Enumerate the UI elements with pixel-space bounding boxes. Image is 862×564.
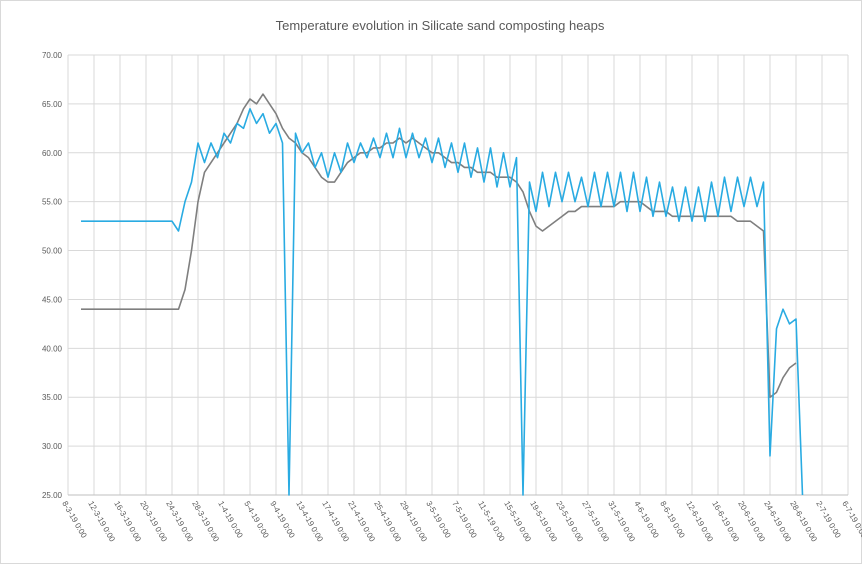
y-tick-label: 45.00 (42, 295, 63, 304)
y-tick-label: 70.00 (42, 51, 63, 60)
y-tick-label: 40.00 (42, 344, 63, 353)
y-tick-label: 35.00 (42, 393, 63, 402)
y-tick-label: 50.00 (42, 247, 63, 256)
data-line (81, 107, 804, 496)
y-tick-label: 55.00 (42, 198, 63, 207)
chart-title: Temperature evolution in Silicate sand c… (276, 18, 605, 33)
data-line (81, 93, 797, 399)
y-tick-label: 65.00 (42, 100, 63, 109)
y-tick-label: 60.00 (42, 149, 63, 158)
y-tick-label: 30.00 (42, 442, 63, 451)
y-tick-label: 25.00 (42, 491, 63, 500)
